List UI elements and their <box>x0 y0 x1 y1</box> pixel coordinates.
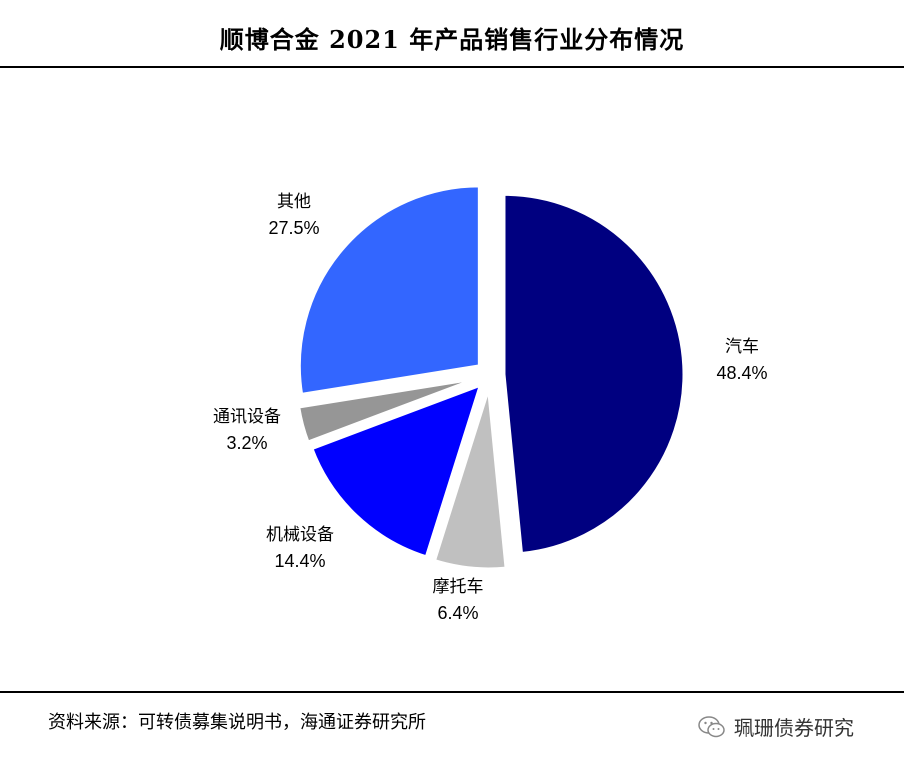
pie-slice-auto <box>502 192 686 556</box>
source-note: 资料来源：可转债募集说明书，海通证券研究所 <box>48 712 426 733</box>
watermark: 珮珊债券研究 <box>698 712 854 741</box>
top-rule <box>0 66 904 68</box>
pie-slice-machinery <box>309 382 483 559</box>
wechat-icon <box>698 715 725 737</box>
slice-value-machinery: 14.4% <box>274 551 325 571</box>
watermark-text: 珮珊债券研究 <box>734 716 854 740</box>
slice-value-motorcycle: 6.4% <box>437 603 478 623</box>
slice-label-other: 其他 <box>277 192 311 212</box>
pie-slice-motorcycle <box>432 388 508 571</box>
chart-title: 顺博合金 2021 年产品销售行业分布情况 <box>219 25 685 54</box>
slice-value-telecom: 3.2% <box>226 433 267 453</box>
slice-label-telecom: 通讯设备 <box>213 407 281 427</box>
slice-label-machinery: 机械设备 <box>266 525 334 545</box>
slice-value-auto: 48.4% <box>716 363 767 383</box>
bottom-rule <box>0 691 904 693</box>
slice-label-auto: 汽车 <box>725 337 759 357</box>
slice-label-motorcycle: 摩托车 <box>433 577 484 597</box>
pie-chart: 汽车 48.4% 摩托车 6.4% 机械设备 14.4% 通讯设备 3.2% 其他 27.5% <box>213 184 768 623</box>
pie-slice-telecom <box>297 377 477 444</box>
slice-value-other: 27.5% <box>268 218 319 238</box>
pie-slice-other <box>297 184 481 397</box>
